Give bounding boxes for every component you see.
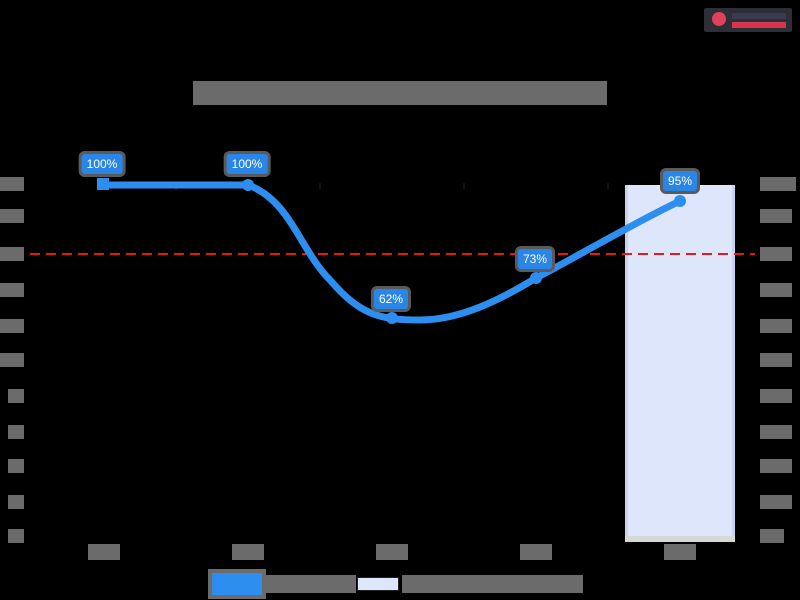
brand-logo xyxy=(704,8,792,32)
x-tick-label: [redacted] xyxy=(88,544,120,560)
series-line xyxy=(100,181,684,324)
y-right-tick xyxy=(760,425,792,439)
y-left-tick xyxy=(0,283,24,297)
point-marker xyxy=(242,179,254,191)
legend-label-highlight[interactable]: [redacted] xyxy=(402,575,583,593)
point-marker xyxy=(530,272,542,284)
y-left-tick xyxy=(8,425,24,439)
x-tick-label: [redacted] xyxy=(232,544,264,560)
legend-swatch-line[interactable] xyxy=(212,573,262,595)
y-right-tick xyxy=(760,459,792,473)
legend-label-line[interactable]: [redacted] xyxy=(264,575,356,593)
y-left-tick xyxy=(8,495,24,509)
data-label: 95% xyxy=(662,171,698,191)
highlight-column xyxy=(625,185,735,540)
logo-mark-icon xyxy=(712,12,726,26)
y-left-tick xyxy=(0,319,24,333)
data-label: 73% xyxy=(517,249,553,269)
chart-title: [redacted] xyxy=(193,81,607,105)
x-tick-label: [redacted] xyxy=(376,544,408,560)
legend-swatch-highlight[interactable] xyxy=(357,577,399,591)
y-left-tick xyxy=(0,353,24,367)
y-left-tick xyxy=(0,247,24,261)
y-right-tick xyxy=(760,389,792,403)
y-right-tick xyxy=(760,529,784,543)
x-tick-label: [redacted] xyxy=(664,544,696,560)
point-marker xyxy=(97,178,109,190)
y-left-tick xyxy=(8,459,24,473)
y-left-tick xyxy=(0,177,24,191)
y-left-tick xyxy=(0,209,24,223)
y-right-tick xyxy=(760,353,792,367)
logo-wordmark-top xyxy=(732,13,786,19)
logo-wordmark-bottom xyxy=(732,22,786,28)
y-right-tick xyxy=(760,247,792,261)
y-right-tick xyxy=(760,177,796,191)
point-marker xyxy=(674,195,686,207)
y-left-tick xyxy=(8,529,24,543)
y-right-tick xyxy=(760,209,792,223)
y-right-tick xyxy=(760,319,792,333)
x-tick-label: [redacted] xyxy=(520,544,552,560)
point-marker xyxy=(386,312,398,324)
highlight-column-base xyxy=(625,536,735,542)
data-label: 100% xyxy=(81,154,123,174)
y-left-tick xyxy=(8,389,24,403)
data-label: 100% xyxy=(226,154,268,174)
data-label: 62% xyxy=(373,289,409,309)
y-right-tick xyxy=(760,283,792,297)
y-right-tick xyxy=(760,495,792,509)
